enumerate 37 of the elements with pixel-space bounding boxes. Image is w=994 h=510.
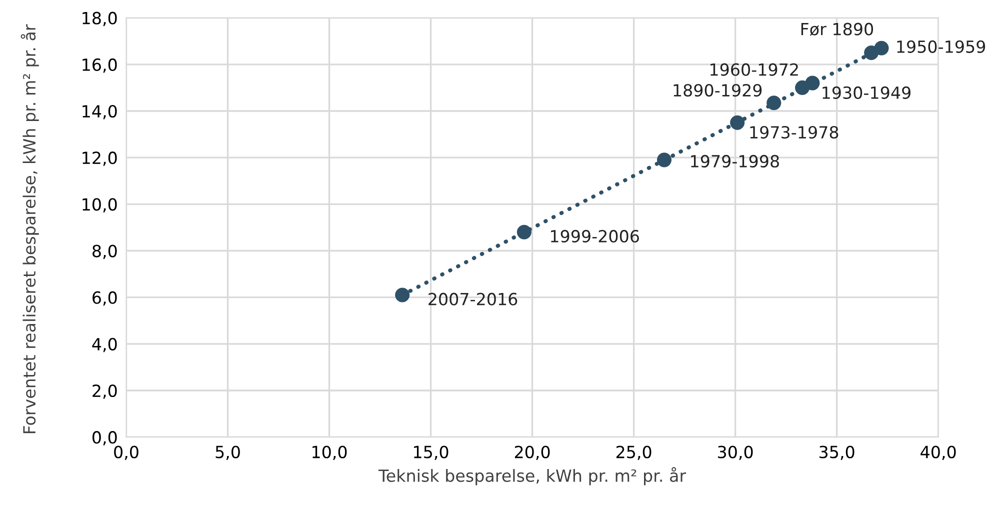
annotation: 1930-1949 bbox=[822, 86, 910, 100]
annotation: 1890-1929 bbox=[674, 84, 762, 97]
y-tick-label: 4,0 bbox=[92, 338, 117, 352]
x-tick-label: 5,0 bbox=[216, 446, 240, 460]
x-tick-label: 40,0 bbox=[920, 446, 956, 460]
point bbox=[656, 152, 672, 168]
annotation: 1973-1978 bbox=[750, 126, 838, 139]
x-tick-label: 35,0 bbox=[820, 446, 854, 460]
x-tick-label: 10,0 bbox=[312, 446, 347, 460]
y-tick-label: 14,0 bbox=[82, 104, 117, 120]
point bbox=[805, 76, 820, 90]
point bbox=[766, 96, 782, 110]
x-tick-label: 30,0 bbox=[718, 446, 753, 460]
x-tick-label: 0,0 bbox=[114, 446, 138, 460]
y-tick-label: 18,0 bbox=[82, 12, 117, 26]
y-tick-label: 16,0 bbox=[82, 58, 117, 73]
annotation: 1999-2006 bbox=[550, 230, 639, 243]
point bbox=[516, 224, 532, 240]
y-tick-label: 0,0 bbox=[92, 431, 117, 446]
x-tick-label: 15,0 bbox=[414, 446, 448, 460]
y-tick-label: 10,0 bbox=[82, 198, 117, 212]
annotation: 1960-1972 bbox=[710, 63, 798, 76]
y-tick-label: 12,0 bbox=[82, 152, 117, 166]
annotation: 2007-2016 bbox=[428, 292, 518, 306]
annotation: Før 1890 bbox=[801, 22, 874, 36]
x-tick-label: 20,0 bbox=[514, 446, 550, 460]
annotation: 1979-1998 bbox=[691, 154, 779, 168]
y-tick-label: 8,0 bbox=[92, 244, 117, 260]
y-tick-label: 6,0 bbox=[92, 291, 117, 306]
y-axis-title: Forventet realiseret besparelse, kWh pr. m² pr. år bbox=[20, 24, 39, 434]
point bbox=[874, 40, 889, 56]
y-tick-label: 2,0 bbox=[92, 384, 117, 399]
x-tick-label: 25,0 bbox=[616, 446, 652, 460]
annotation: 1950-1959 bbox=[897, 40, 986, 53]
point bbox=[395, 288, 410, 302]
x-axis-title: Teknisk besparelse, kWh pr. m² pr. år bbox=[378, 467, 686, 486]
point bbox=[730, 115, 745, 130]
